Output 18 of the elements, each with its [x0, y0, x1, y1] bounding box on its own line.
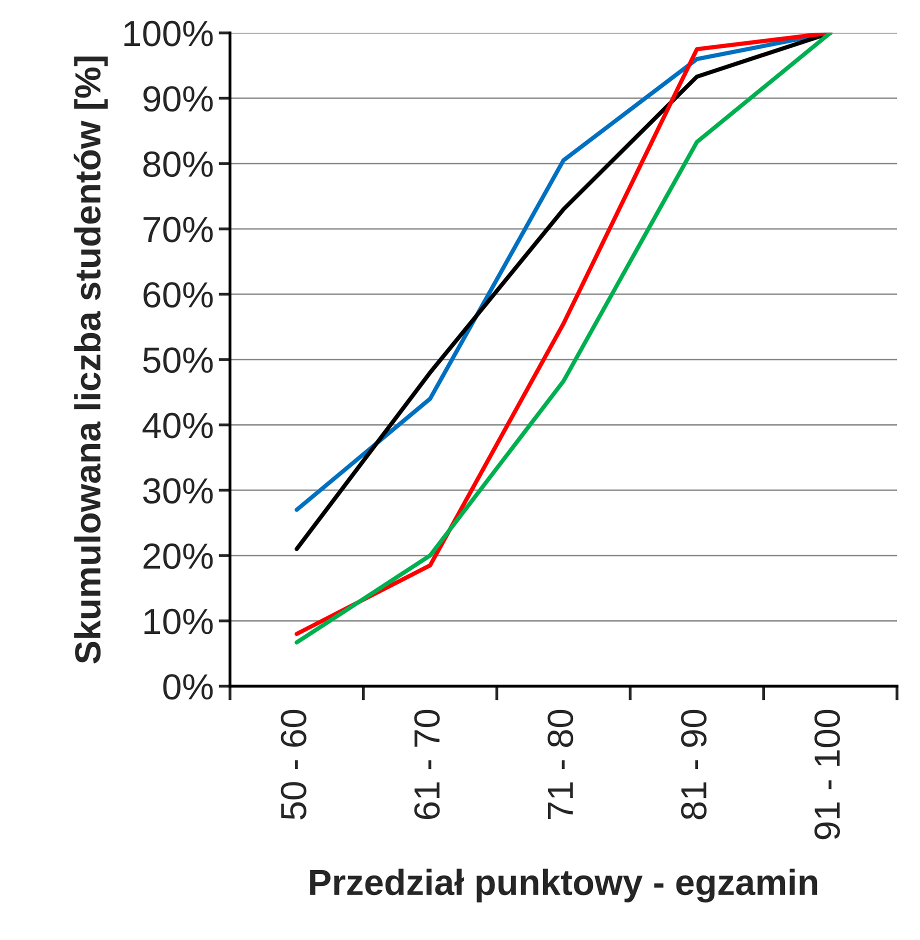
x-tick-label: 50 - 60 — [280, 710, 306, 820]
y-tick-label: 40% — [142, 412, 213, 438]
y-axis-title: Skumulowana liczba studentów [%] — [74, 56, 108, 664]
y-tick-label: 60% — [144, 282, 213, 308]
x-tick-label: 61 - 70 — [414, 710, 440, 819]
x-tick-label: 91 - 100 — [814, 710, 840, 840]
y-tick-label: 80% — [143, 151, 213, 177]
y-tick-label: 10% — [144, 608, 213, 634]
y-tick-label: 90% — [143, 86, 213, 112]
x-axis-title: Przedział punktowy - egzamin — [310, 868, 818, 903]
x-tick-label: 81 - 90 — [681, 710, 707, 820]
y-tick-label: 0% — [163, 674, 213, 700]
y-tick-label: 30% — [143, 478, 213, 504]
y-tick-label: 70% — [144, 216, 213, 242]
y-tick-label: 50% — [143, 347, 213, 373]
x-tick-label: 71 - 80 — [548, 710, 574, 819]
y-tick-label: 100% — [124, 20, 213, 46]
y-tick-label: 20% — [144, 543, 213, 569]
